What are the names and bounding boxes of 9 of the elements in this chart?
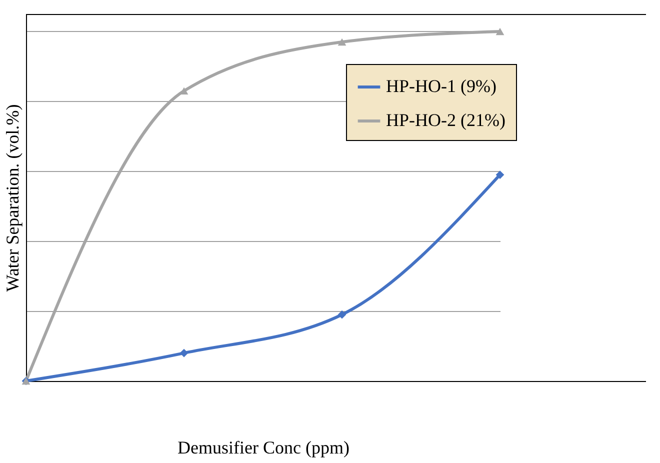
point bbox=[338, 310, 346, 319]
legend-label: HP-HO-2 (21%) bbox=[386, 110, 506, 130]
point bbox=[338, 38, 346, 46]
point bbox=[496, 28, 504, 36]
point bbox=[180, 348, 188, 358]
point bbox=[496, 170, 504, 179]
y-axis-title: Water Separation. (vol.%) bbox=[2, 104, 22, 292]
legend-label: HP-HO-1 (9%) bbox=[386, 76, 496, 96]
x-axis-title: Demusifier Conc (ppm) bbox=[178, 438, 350, 458]
